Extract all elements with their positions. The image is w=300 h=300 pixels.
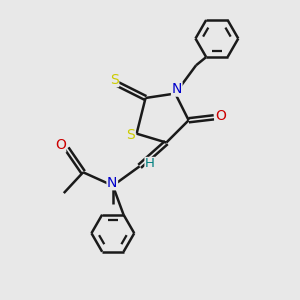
Text: O: O — [215, 109, 226, 123]
Text: S: S — [126, 128, 135, 142]
Text: O: O — [55, 138, 66, 152]
Text: N: N — [107, 176, 117, 190]
Text: H: H — [145, 158, 155, 170]
Text: S: S — [110, 73, 119, 87]
Text: N: N — [172, 82, 182, 96]
